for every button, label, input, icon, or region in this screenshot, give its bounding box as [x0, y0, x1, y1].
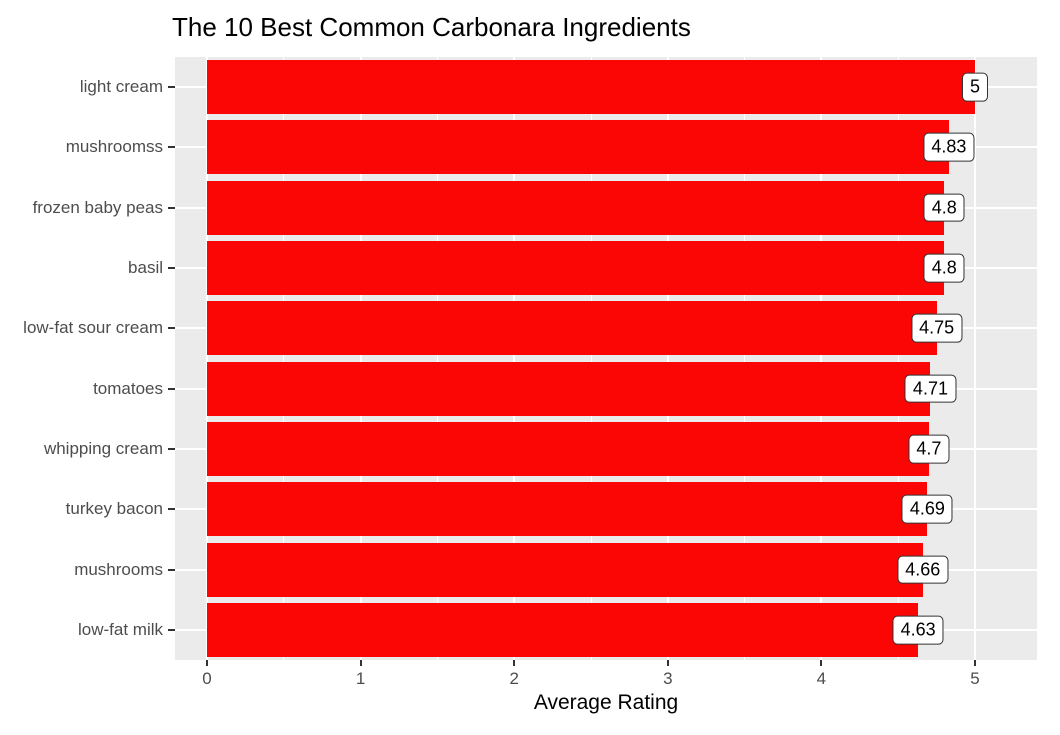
x-axis-tick-label: 0 — [202, 669, 212, 688]
y-axis-tick-label: mushroomss — [65, 137, 163, 157]
x-axis-tick-label: 1 — [355, 669, 366, 688]
value-label: 4.8 — [923, 253, 965, 283]
y-axis-tick-mark — [168, 86, 175, 89]
y-axis-tick-label: low-fat milk — [77, 619, 163, 639]
value-label: 4.75 — [911, 314, 963, 343]
x-axis-tick-mark — [820, 660, 823, 666]
chart-title: The 10 Best Common Carbonara Ingredients — [172, 12, 691, 42]
y-axis-tick-label: mushrooms — [74, 559, 163, 579]
gridline-vertical-minor — [436, 57, 438, 660]
value-label: 4.69 — [901, 494, 953, 524]
bar — [207, 602, 919, 657]
bar — [207, 421, 929, 476]
value-label: 5 — [961, 72, 989, 102]
y-axis-tick-mark — [168, 387, 175, 390]
bar — [207, 542, 923, 597]
y-axis-tick-label: turkey bacon — [65, 499, 163, 519]
y-axis-tick-mark — [168, 628, 175, 631]
x-axis-tick-mark — [206, 660, 208, 666]
y-axis-tick-mark — [168, 206, 175, 209]
value-label: 4.63 — [892, 615, 944, 645]
x-axis-tick-mark — [666, 660, 669, 666]
plot-panel: 5 4.83 4.8 4.8 4.75 4.71 4.7 4.69 4.66 4.63 — [175, 57, 1037, 660]
x-axis-tick-mark — [513, 660, 516, 666]
gridline-vertical-major — [513, 57, 516, 660]
value-label: 4.7 — [908, 434, 950, 464]
x-axis-tick-label: 5 — [970, 669, 980, 688]
value-label: 4.66 — [897, 555, 949, 584]
x-axis-tick-mark — [974, 660, 976, 666]
bar — [207, 241, 945, 296]
value-label: 4.8 — [923, 193, 965, 223]
bar — [207, 482, 928, 537]
bar — [207, 361, 931, 416]
x-axis-tick-label: 2 — [509, 669, 519, 688]
y-axis-tick-label: frozen baby peas — [32, 197, 163, 217]
gridline-vertical-minor — [283, 57, 285, 660]
y-axis-tick-label: tomatoes — [93, 378, 163, 398]
y-axis-tick-label: basil — [128, 258, 163, 278]
gridline-vertical-minor — [590, 57, 592, 660]
y-axis-tick-mark — [168, 508, 175, 511]
gridline-vertical-major — [206, 57, 208, 660]
value-label: 4.83 — [923, 133, 975, 162]
gridline-vertical-major — [820, 57, 823, 660]
bar — [207, 301, 937, 356]
y-axis-tick-mark — [168, 327, 175, 330]
y-axis-tick-label: whipping cream — [43, 438, 163, 458]
gridline-vertical-minor — [744, 57, 746, 660]
x-axis-tick-mark — [359, 660, 362, 666]
gridline-vertical-major — [359, 57, 362, 660]
y-axis-tick-label: low-fat sour cream — [23, 318, 163, 338]
x-axis-tick-label: 3 — [663, 669, 673, 688]
y-axis-tick-mark — [168, 146, 175, 149]
bar — [207, 60, 975, 115]
value-label: 4.71 — [904, 374, 956, 403]
y-axis-tick-mark — [168, 447, 175, 450]
y-axis-tick-mark — [168, 568, 175, 571]
gridline-vertical-major — [666, 57, 669, 660]
y-axis-tick-mark — [168, 267, 175, 270]
x-axis-title: Average Rating — [533, 691, 679, 714]
bar — [207, 120, 949, 175]
gridline-vertical-minor — [897, 57, 899, 660]
x-axis-tick-label: 4 — [816, 669, 827, 688]
gridline-vertical-major — [974, 57, 976, 660]
y-axis-tick-label: light cream — [79, 77, 163, 97]
bar — [207, 180, 945, 235]
